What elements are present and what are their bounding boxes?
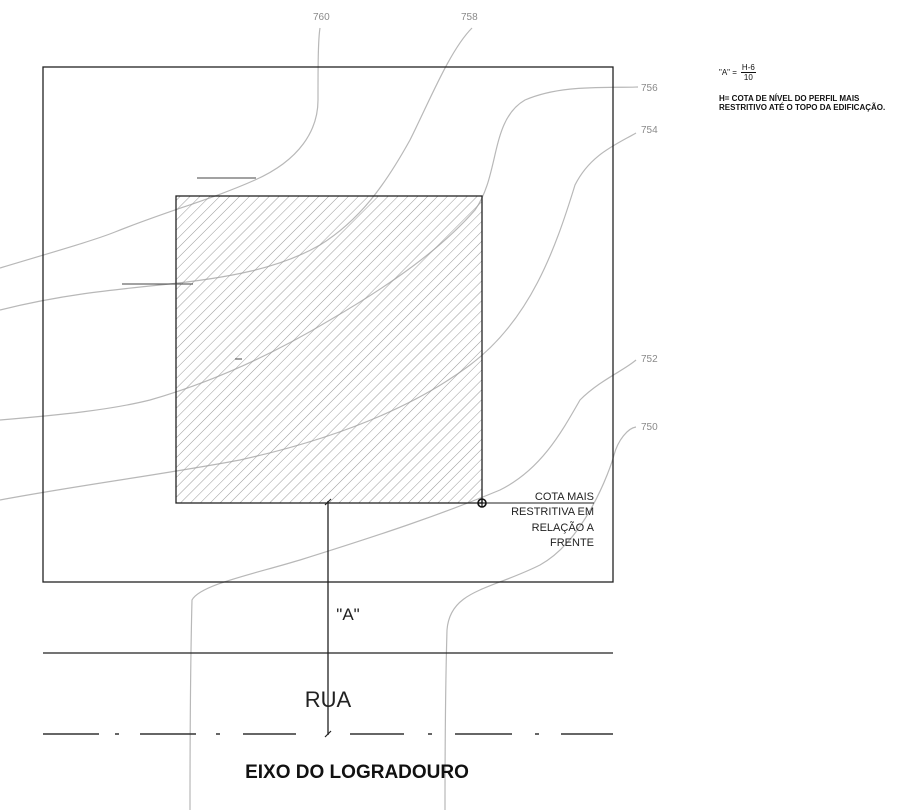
cota-label-line: FRENTE <box>550 537 594 549</box>
formula-numerator: H-6 <box>740 63 756 73</box>
note-line: H= COTA DE NÍVEL DO PERFIL MAIS <box>719 94 860 103</box>
contour-label-758: 758 <box>461 12 478 23</box>
cota-label-line: RELAÇÃO A <box>532 521 595 534</box>
level-ticks <box>122 177 256 360</box>
cota-label-line: COTA MAIS <box>535 491 594 503</box>
dimension-a-label: "A" <box>336 605 359 624</box>
formula-fraction: H-6 10 <box>740 63 756 82</box>
cota-label-line: RESTRITIVA EM <box>511 506 594 518</box>
dimension-a-tick-top <box>324 498 332 506</box>
formula: "A" = H-6 10 <box>719 63 756 82</box>
contour-line-752 <box>189 359 637 810</box>
note-line: RESTRITIVO ATÉ O TOPO DA EDIFICAÇÃO. <box>719 103 886 112</box>
formula-lhs: "A" = <box>719 68 737 77</box>
contour-label-752: 752 <box>641 354 658 365</box>
formula-denominator: 10 <box>743 73 753 82</box>
contour-label-754: 754 <box>641 125 658 136</box>
building-footprint <box>175 195 483 504</box>
contour-label-760: 760 <box>313 12 330 23</box>
axis-label: EIXO DO LOGRADOURO <box>245 762 469 783</box>
contour-label-756: 756 <box>641 83 658 94</box>
street-label: RUA <box>305 687 352 712</box>
height-definition-note: H= COTA DE NÍVEL DO PERFIL MAIS RESTRITI… <box>719 94 919 112</box>
dimension-a-tick-bottom <box>324 730 332 738</box>
contour-line-760 <box>0 27 321 269</box>
contour-label-750: 750 <box>641 422 658 433</box>
contour-line-750 <box>444 426 637 810</box>
